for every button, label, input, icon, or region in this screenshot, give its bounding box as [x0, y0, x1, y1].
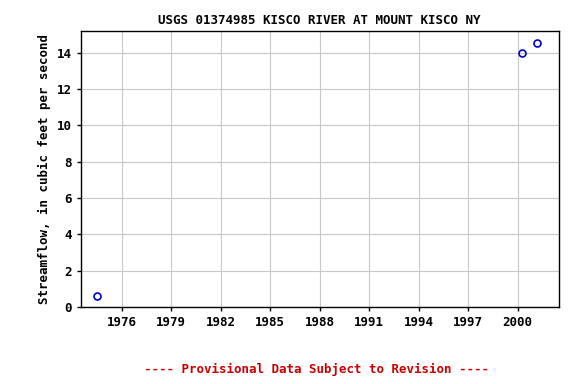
Title: USGS 01374985 KISCO RIVER AT MOUNT KISCO NY: USGS 01374985 KISCO RIVER AT MOUNT KISCO… [158, 14, 481, 27]
Y-axis label: Streamflow, in cubic feet per second: Streamflow, in cubic feet per second [38, 34, 51, 304]
Text: ---- Provisional Data Subject to Revision ----: ---- Provisional Data Subject to Revisio… [145, 363, 489, 376]
